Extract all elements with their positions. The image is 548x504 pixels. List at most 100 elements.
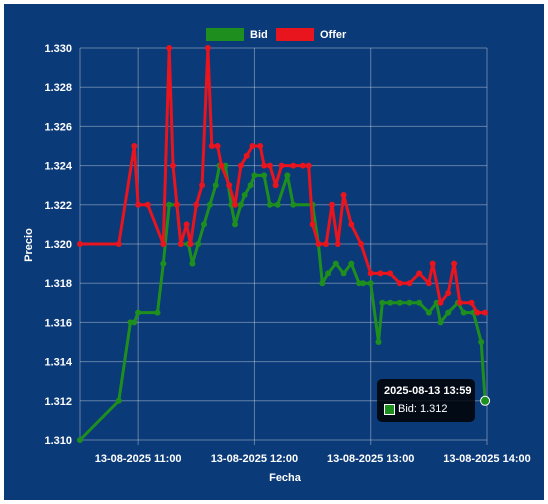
data-point-offer[interactable] xyxy=(272,182,279,189)
data-point-bid[interactable] xyxy=(460,309,467,316)
legend[interactable]: Bid Offer xyxy=(206,28,347,41)
data-point-bid[interactable] xyxy=(340,270,347,277)
data-point-offer[interactable] xyxy=(445,290,452,296)
data-point-bid[interactable] xyxy=(332,260,339,267)
data-point-bid[interactable] xyxy=(247,182,254,189)
data-point-bid[interactable] xyxy=(251,172,258,179)
data-point-offer[interactable] xyxy=(396,280,403,287)
data-point-bid[interactable] xyxy=(284,172,291,179)
data-point-offer[interactable] xyxy=(226,182,233,189)
data-point-offer[interactable] xyxy=(243,152,250,159)
legend-item-bid[interactable]: Bid xyxy=(206,28,268,41)
data-point-offer[interactable] xyxy=(340,192,347,198)
data-point-bid[interactable] xyxy=(135,309,142,316)
data-point-offer[interactable] xyxy=(218,162,225,169)
data-point-offer[interactable] xyxy=(144,201,151,208)
data-point-bid[interactable] xyxy=(77,437,83,443)
data-point-offer[interactable] xyxy=(377,270,384,277)
data-point-offer[interactable] xyxy=(299,162,306,169)
data-point-offer[interactable] xyxy=(193,201,200,208)
data-point-bid[interactable] xyxy=(166,201,173,208)
data-point-bid[interactable] xyxy=(189,260,196,267)
data-point-bid[interactable] xyxy=(367,280,374,287)
data-point-bid[interactable] xyxy=(360,280,366,287)
data-point-offer[interactable] xyxy=(456,299,463,306)
data-point-offer[interactable] xyxy=(77,241,83,247)
data-point-offer[interactable] xyxy=(278,162,285,169)
data-point-offer[interactable] xyxy=(429,260,436,267)
data-point-offer[interactable] xyxy=(329,201,335,208)
data-point-bid[interactable] xyxy=(348,260,355,267)
data-point-bid[interactable] xyxy=(387,299,394,306)
data-point-offer[interactable] xyxy=(334,241,341,247)
legend-item-offer[interactable]: Offer xyxy=(276,28,347,41)
data-point-offer[interactable] xyxy=(204,45,211,51)
data-point-bid[interactable] xyxy=(154,309,161,316)
data-point-offer[interactable] xyxy=(425,280,432,287)
data-point-offer[interactable] xyxy=(199,182,206,189)
data-point-offer[interactable] xyxy=(406,280,413,287)
data-point-offer[interactable] xyxy=(131,143,138,149)
data-point-offer[interactable] xyxy=(261,162,268,169)
data-point-offer[interactable] xyxy=(309,221,316,228)
data-point-bid[interactable] xyxy=(274,201,281,208)
data-point-offer[interactable] xyxy=(257,143,264,149)
data-point-offer[interactable] xyxy=(474,309,481,316)
data-point-offer[interactable] xyxy=(348,221,355,228)
data-point-offer[interactable] xyxy=(214,143,221,149)
data-point-bid[interactable] xyxy=(237,201,244,208)
y-tick-label: 1.310 xyxy=(44,435,72,447)
data-point-bid[interactable] xyxy=(478,339,485,345)
data-point-offer[interactable] xyxy=(135,201,142,208)
data-point-bid[interactable] xyxy=(396,299,403,306)
data-point-offer[interactable] xyxy=(208,143,215,149)
data-point-bid[interactable] xyxy=(160,260,167,267)
data-point-offer[interactable] xyxy=(482,309,489,316)
data-point-offer[interactable] xyxy=(249,143,256,149)
data-point-bid[interactable] xyxy=(445,309,452,316)
data-point-bid[interactable] xyxy=(437,319,444,326)
legend-swatch-bid xyxy=(206,28,244,41)
data-point-offer[interactable] xyxy=(367,270,374,277)
data-point-bid[interactable] xyxy=(325,270,332,277)
data-point-bid[interactable] xyxy=(195,241,202,247)
data-point-offer[interactable] xyxy=(451,260,458,267)
data-point-bid[interactable] xyxy=(266,201,273,208)
data-point-offer[interactable] xyxy=(170,162,176,169)
data-point-bid[interactable] xyxy=(416,299,423,306)
data-point-offer[interactable] xyxy=(160,241,167,247)
data-point-offer[interactable] xyxy=(237,162,244,169)
data-point-offer[interactable] xyxy=(315,241,322,247)
data-point-bid[interactable] xyxy=(425,309,432,316)
data-point-offer[interactable] xyxy=(232,201,238,208)
data-point-bid[interactable] xyxy=(319,280,326,287)
data-point-bid[interactable] xyxy=(375,339,382,345)
data-point-offer[interactable] xyxy=(115,241,122,247)
data-point-offer[interactable] xyxy=(323,241,330,247)
data-point-offer[interactable] xyxy=(387,270,394,277)
data-point-offer[interactable] xyxy=(358,241,364,247)
data-point-bid[interactable] xyxy=(232,221,238,228)
data-point-bid[interactable] xyxy=(201,221,207,228)
data-point-bid[interactable] xyxy=(206,201,213,208)
data-point-bid[interactable] xyxy=(379,299,386,306)
data-point-offer[interactable] xyxy=(416,270,423,277)
data-point-offer[interactable] xyxy=(173,201,180,208)
data-point-bid[interactable] xyxy=(290,201,297,208)
data-point-offer[interactable] xyxy=(187,241,194,247)
data-point-offer[interactable] xyxy=(468,299,475,306)
data-point-offer[interactable] xyxy=(266,162,273,169)
data-point-offer[interactable] xyxy=(305,162,312,169)
data-point-offer[interactable] xyxy=(183,221,190,228)
data-point-bid[interactable] xyxy=(261,172,268,179)
data-point-offer[interactable] xyxy=(177,241,184,247)
data-point-offer[interactable] xyxy=(437,299,444,306)
data-point-offer[interactable] xyxy=(166,45,173,51)
data-point-bid[interactable] xyxy=(406,299,413,306)
data-point-bid[interactable] xyxy=(131,319,138,326)
data-point-bid[interactable] xyxy=(212,182,219,189)
hovered-point[interactable] xyxy=(480,395,491,406)
data-point-bid[interactable] xyxy=(241,192,248,198)
data-point-bid[interactable] xyxy=(115,397,122,404)
data-point-offer[interactable] xyxy=(290,162,297,169)
